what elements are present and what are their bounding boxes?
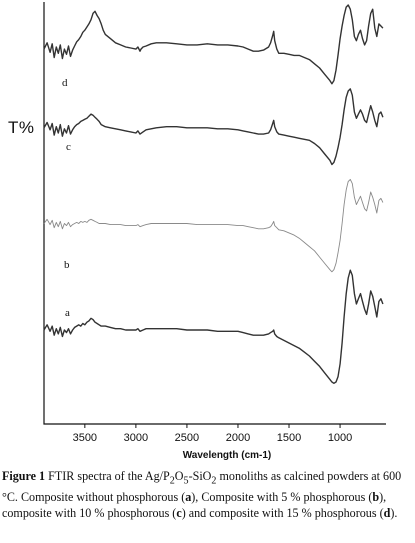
caption-subscript: 5 — [183, 475, 189, 487]
x-tick-label: 3000 — [124, 432, 148, 444]
spectrum-line-a — [43, 269, 384, 384]
curve-label-b: b — [64, 259, 70, 271]
figure-caption: Figure 1 FTIR spectra of the Ag/P2O5-SiO… — [2, 468, 413, 521]
x-tick-label: 3500 — [73, 432, 97, 444]
x-axis-title: Wavelength (cm-1) — [183, 450, 272, 461]
caption-bold-label: d — [383, 506, 391, 521]
x-tick-label: 1000 — [328, 432, 352, 444]
curve-label-a: a — [65, 307, 70, 319]
caption-subscript: 2 — [211, 475, 217, 487]
caption-bold-label: b — [372, 490, 380, 505]
caption-figure-label: Figure 1 — [2, 469, 46, 483]
caption-text: ) and composite with 15 % phosphorous ( — [181, 506, 384, 521]
x-tick-label: 2500 — [175, 432, 199, 444]
y-axis-label: T% — [8, 118, 35, 137]
caption-subscript: 2 — [169, 475, 175, 487]
caption-text: -SiO — [188, 469, 212, 483]
caption-text: ). — [390, 506, 398, 521]
caption-text: ), composite with 10 % phosphorous ( — [2, 490, 387, 521]
caption-text: monoliths as calcined powders at 600 °C.… — [2, 469, 402, 505]
caption-bold-label: a — [185, 490, 192, 505]
axes-frame — [43, 2, 386, 425]
curve-label-c: c — [66, 141, 71, 153]
x-tick-label: 1500 — [277, 432, 301, 444]
spectrum-line-b — [43, 178, 384, 273]
caption-text: FTIR spectra of the Ag/P — [45, 469, 170, 483]
caption-bold-label: c — [176, 506, 182, 521]
curve-label-d: d — [62, 77, 68, 89]
spectrum-line-c — [43, 88, 384, 166]
spectrum-line-d — [43, 4, 384, 85]
x-tick-label: 2000 — [226, 432, 250, 444]
caption-text: O — [174, 469, 184, 483]
ftir-chart: 3500 3000 2500 2000 1500 1000 Wavelength (cm-1… — [43, 2, 386, 461]
caption-text: ), Composite with 5 % phosphorous ( — [191, 490, 373, 505]
